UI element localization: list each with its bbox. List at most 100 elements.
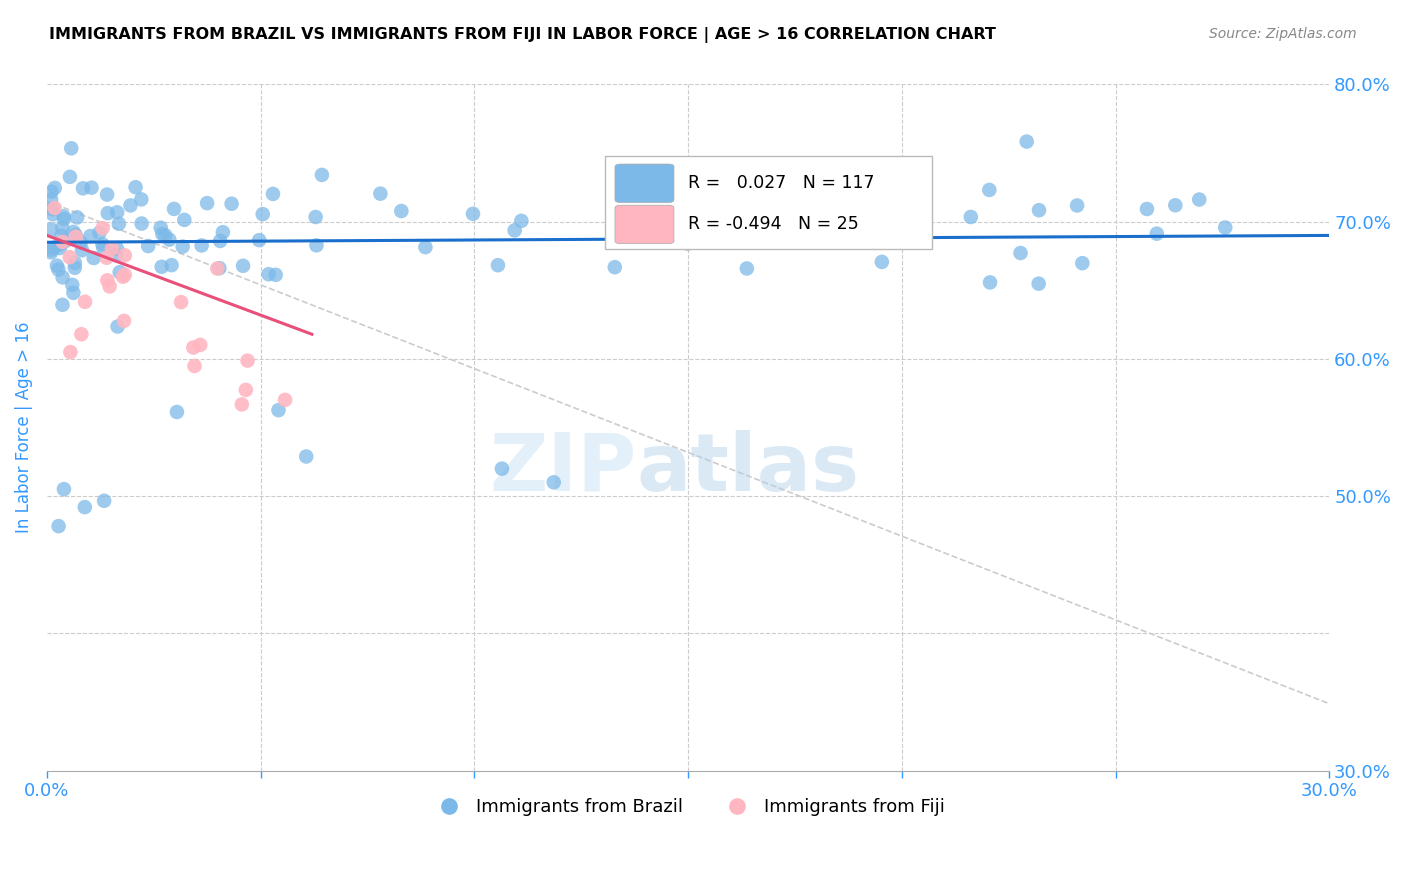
Point [163, 202, 186, 216]
Point [188, 338, 211, 352]
Point [415, 240, 437, 254]
Point [172, 239, 194, 253]
Point [114, 248, 136, 262]
Point [461, 207, 484, 221]
Point [208, 261, 231, 276]
Point [41, 202, 63, 216]
Point [120, 198, 142, 212]
Point [73, 294, 96, 309]
Point [65, 229, 87, 244]
Point [543, 475, 565, 490]
Point [232, 259, 254, 273]
Point [66, 211, 89, 225]
Point [150, 260, 173, 274]
Point [510, 214, 533, 228]
Point [311, 168, 333, 182]
Point [48, 519, 70, 533]
Point [136, 239, 159, 253]
Point [149, 220, 172, 235]
Point [869, 202, 891, 217]
FancyBboxPatch shape [614, 205, 673, 244]
Point [72, 181, 94, 195]
Point [304, 210, 326, 224]
Point [107, 319, 129, 334]
Point [83, 251, 105, 265]
Point [173, 212, 195, 227]
Point [59, 345, 82, 359]
Point [236, 353, 259, 368]
Point [1146, 227, 1168, 241]
Point [491, 461, 513, 475]
Point [264, 268, 287, 282]
Point [41, 185, 63, 199]
Point [73, 500, 96, 515]
Point [52, 210, 75, 224]
Point [735, 261, 758, 276]
Point [97, 206, 120, 220]
Text: ZIP: ZIP [489, 430, 637, 508]
Point [39, 193, 62, 207]
Point [221, 196, 243, 211]
Bar [605, 156, 932, 249]
Point [160, 258, 183, 272]
Point [60, 141, 83, 155]
Point [51, 298, 73, 312]
Point [231, 397, 253, 411]
Text: R = -0.494   N = 25: R = -0.494 N = 25 [688, 216, 859, 234]
Point [91, 221, 114, 235]
Text: Source: ZipAtlas.com: Source: ZipAtlas.com [1209, 27, 1357, 41]
Point [112, 314, 135, 328]
Point [39, 243, 62, 257]
Point [96, 187, 118, 202]
Point [1188, 193, 1211, 207]
Point [979, 276, 1001, 290]
Point [252, 207, 274, 221]
Point [65, 228, 87, 243]
Point [112, 269, 135, 284]
Point [702, 229, 724, 244]
Point [59, 250, 82, 264]
Point [274, 392, 297, 407]
Point [780, 225, 803, 239]
Point [257, 267, 280, 281]
Point [63, 256, 86, 270]
Point [101, 242, 124, 256]
Y-axis label: In Labor Force | Age > 16: In Labor Force | Age > 16 [15, 322, 32, 533]
Point [105, 242, 128, 256]
Point [51, 221, 73, 235]
Point [190, 238, 212, 252]
Point [1028, 277, 1050, 291]
Point [295, 450, 318, 464]
Point [870, 255, 893, 269]
Point [39, 57, 62, 71]
Point [1028, 203, 1050, 218]
Legend: Immigrants from Brazil, Immigrants from Fiji: Immigrants from Brazil, Immigrants from … [423, 791, 952, 823]
Point [60, 277, 83, 292]
Point [91, 237, 114, 252]
Point [624, 194, 647, 209]
Point [370, 186, 392, 201]
FancyBboxPatch shape [614, 164, 673, 202]
Point [62, 285, 84, 300]
Point [51, 228, 73, 243]
Point [603, 260, 626, 275]
Point [166, 405, 188, 419]
Point [979, 183, 1001, 197]
Point [503, 223, 526, 237]
Point [131, 193, 153, 207]
Point [45, 259, 67, 273]
Point [150, 227, 173, 241]
Point [131, 217, 153, 231]
Point [42, 241, 65, 255]
Point [235, 383, 257, 397]
Point [1213, 220, 1236, 235]
Point [486, 258, 509, 272]
Point [93, 493, 115, 508]
Point [52, 270, 75, 285]
Text: atlas: atlas [637, 430, 860, 508]
Point [89, 226, 111, 240]
Point [247, 233, 270, 247]
Point [866, 192, 889, 206]
Text: R =   0.027   N = 117: R = 0.027 N = 117 [688, 174, 875, 193]
Point [124, 180, 146, 194]
